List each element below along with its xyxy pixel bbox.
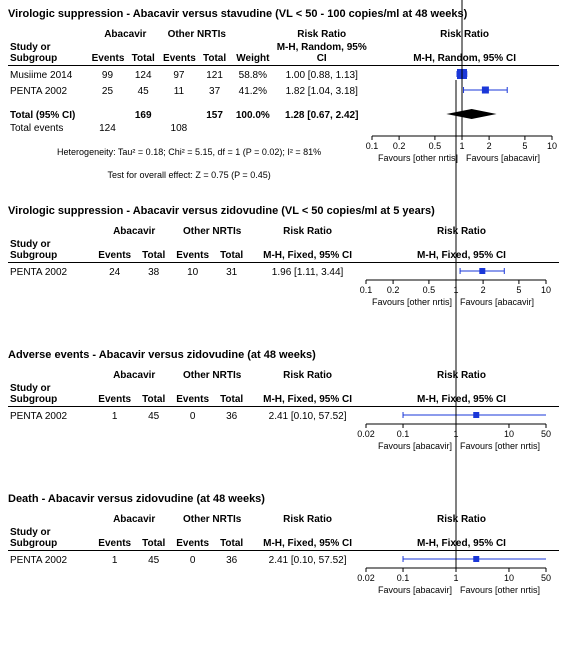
events-row: Total events124108: [8, 122, 559, 135]
total-2: 37: [197, 82, 233, 98]
svg-text:2: 2: [481, 285, 486, 295]
svg-text:0.02: 0.02: [357, 573, 375, 583]
study-name: PENTA 2002: [8, 263, 95, 280]
svg-text:0.02: 0.02: [357, 429, 375, 439]
svg-text:50: 50: [541, 429, 551, 439]
events-1: 99: [90, 66, 126, 83]
events-1: 1: [95, 407, 134, 424]
svg-text:Favours [other nrtis]: Favours [other nrtis]: [460, 441, 540, 451]
forest-plot-panel: Virologic suppression - Abacavir versus …: [8, 8, 559, 181]
plot-cell: [370, 66, 559, 83]
study-row: PENTA 2002 25 45 11 37 41.2% 1.82 [1.04,…: [8, 82, 559, 98]
rr-text: 2.41 [0.10, 57.52]: [251, 551, 364, 568]
forest-table: Abacavir Other NRTIs Risk Ratio Risk Rat…: [8, 225, 559, 325]
total-1: 45: [125, 82, 161, 98]
total-1: 124: [125, 66, 161, 83]
study-name: Musiime 2014: [8, 66, 90, 83]
events-1: 25: [90, 82, 126, 98]
events-2: 11: [161, 82, 197, 98]
svg-text:50: 50: [541, 573, 551, 583]
header-group-row: Abacavir Other NRTIs Risk Ratio Risk Rat…: [8, 225, 559, 238]
total-1: 38: [134, 263, 173, 280]
svg-text:10: 10: [504, 573, 514, 583]
weight: 58.8%: [232, 66, 273, 83]
panel-title: Virologic suppression - Abacavir versus …: [8, 205, 559, 217]
total-2: 31: [212, 263, 251, 280]
svg-text:Favours [abacavir]: Favours [abacavir]: [466, 153, 540, 163]
svg-text:1: 1: [460, 141, 465, 151]
rr-text: 2.41 [0.10, 57.52]: [251, 407, 364, 424]
svg-text:Favours [other nrtis]: Favours [other nrtis]: [460, 585, 540, 595]
svg-text:0.1: 0.1: [397, 573, 410, 583]
events-2: 97: [161, 66, 197, 83]
svg-text:10: 10: [504, 429, 514, 439]
svg-text:Favours [other nrtis]: Favours [other nrtis]: [372, 297, 452, 307]
svg-text:Favours [other nrtis]: Favours [other nrtis]: [378, 153, 458, 163]
forest-table: Abacavir Other NRTIs Risk Ratio Risk Rat…: [8, 513, 559, 613]
svg-text:1: 1: [453, 573, 458, 583]
forest-table: Abacavir Other NRTIs Risk Ratio Risk Rat…: [8, 28, 559, 181]
study-row: Musiime 2014 99 124 97 121 58.8% 1.00 [0…: [8, 66, 559, 83]
header-row: Study or Subgroup EventsTotal EventsTota…: [8, 238, 559, 263]
total-2: 36: [212, 407, 251, 424]
svg-text:0.2: 0.2: [387, 285, 400, 295]
header-group-row: Abacavir Other NRTIs Risk Ratio Risk Rat…: [8, 28, 559, 41]
plot-cell: [370, 82, 559, 98]
panel-title: Virologic suppression - Abacavir versus …: [8, 8, 559, 20]
forest-plot-panel: Death - Abacavir versus zidovudine (at 4…: [8, 493, 559, 613]
study-row: PENTA 2002 1 45 0 36 2.41 [0.10, 57.52]: [8, 407, 559, 424]
weight: 41.2%: [232, 82, 273, 98]
events-1: 1: [95, 551, 134, 568]
svg-text:0.1: 0.1: [397, 429, 410, 439]
events-2: 0: [173, 551, 212, 568]
svg-text:Favours [abacavir]: Favours [abacavir]: [460, 297, 534, 307]
plot-cell: [364, 551, 559, 568]
study-name: PENTA 2002: [8, 407, 95, 424]
plot-cell: [364, 263, 559, 280]
panel-title: Death - Abacavir versus zidovudine (at 4…: [8, 493, 559, 505]
svg-text:5: 5: [516, 285, 521, 295]
panel-title: Adverse events - Abacavir versus zidovud…: [8, 349, 559, 361]
svg-text:10: 10: [541, 285, 551, 295]
plot-cell: [364, 407, 559, 424]
rr-text: 1.82 [1.04, 3.18]: [273, 82, 370, 98]
total-row: Total (95% CI)169157 100.0%1.28 [0.67, 2…: [8, 106, 559, 122]
svg-text:0.5: 0.5: [429, 141, 442, 151]
total-1: 45: [134, 407, 173, 424]
study-row: PENTA 2002 24 38 10 31 1.96 [1.11, 3.44]: [8, 263, 559, 280]
svg-text:0.1: 0.1: [366, 141, 379, 151]
svg-text:10: 10: [547, 141, 557, 151]
overall-effect-text: Test for overall effect: Z = 0.75 (P = 0…: [8, 158, 370, 181]
svg-text:5: 5: [523, 141, 528, 151]
svg-text:2: 2: [487, 141, 492, 151]
events-2: 10: [173, 263, 212, 280]
events-2: 0: [173, 407, 212, 424]
forest-plots-container: Virologic suppression - Abacavir versus …: [8, 8, 559, 613]
header-row: Study or Subgroup EventsTotal EventsTota…: [8, 526, 559, 551]
forest-plot-panel: Virologic suppression - Abacavir versus …: [8, 205, 559, 325]
header-group-row: Abacavir Other NRTIs Risk Ratio Risk Rat…: [8, 513, 559, 526]
study-name: PENTA 2002: [8, 82, 90, 98]
svg-text:0.5: 0.5: [423, 285, 436, 295]
svg-text:Favours [abacavir]: Favours [abacavir]: [378, 441, 452, 451]
rr-text: 1.00 [0.88, 1.13]: [273, 66, 370, 83]
total-2: 121: [197, 66, 233, 83]
events-1: 24: [95, 263, 134, 280]
heterogeneity-text: Heterogeneity: Tau² = 0.18; Chi² = 5.15,…: [8, 135, 370, 158]
study-row: PENTA 2002 1 45 0 36 2.41 [0.10, 57.52]: [8, 551, 559, 568]
forest-table: Abacavir Other NRTIs Risk Ratio Risk Rat…: [8, 369, 559, 469]
svg-text:0.1: 0.1: [360, 285, 373, 295]
svg-text:Favours [abacavir]: Favours [abacavir]: [378, 585, 452, 595]
study-name: PENTA 2002: [8, 551, 95, 568]
total-2: 36: [212, 551, 251, 568]
rr-text: 1.96 [1.11, 3.44]: [251, 263, 364, 280]
svg-text:0.2: 0.2: [393, 141, 406, 151]
header-row: Study or Subgroup EventsTotal EventsTota…: [8, 382, 559, 407]
forest-plot-panel: Adverse events - Abacavir versus zidovud…: [8, 349, 559, 469]
header-row: Study or Subgroup EventsTotal EventsTota…: [8, 41, 559, 66]
total-1: 45: [134, 551, 173, 568]
header-group-row: Abacavir Other NRTIs Risk Ratio Risk Rat…: [8, 369, 559, 382]
